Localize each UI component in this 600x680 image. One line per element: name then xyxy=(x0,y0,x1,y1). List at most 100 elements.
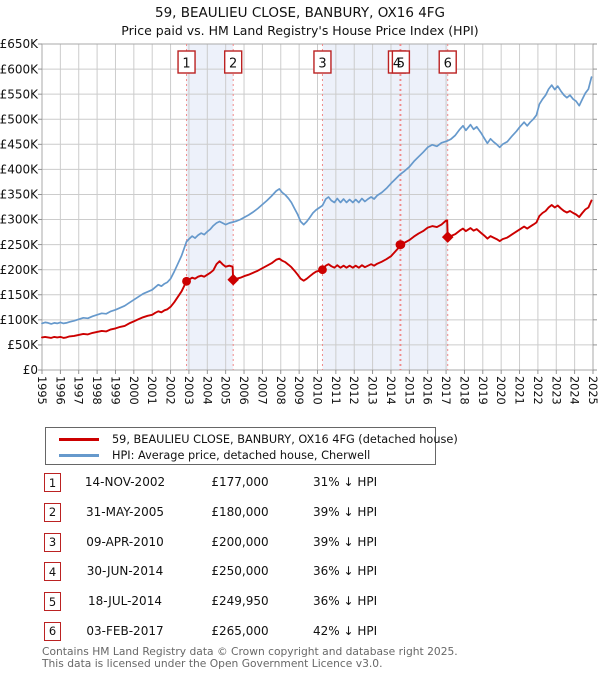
svg-text:1: 1 xyxy=(182,57,190,72)
sale-row: 3 09-APR-2010 £200,000 39% ↓ HPI xyxy=(44,531,464,561)
x-tick-label: 2002 xyxy=(164,376,177,405)
x-tick-label: 2015 xyxy=(402,376,415,405)
sale-date: 09-APR-2010 xyxy=(86,534,164,549)
axis-ticks xyxy=(38,43,597,374)
sale-number-badge: 2 xyxy=(44,502,61,522)
sale-price: £177,000 xyxy=(211,475,269,489)
x-tick-label: 2023 xyxy=(549,376,562,405)
sale-number-badge: 4 xyxy=(44,562,61,582)
x-tick-label: 1995 xyxy=(35,376,48,405)
price-paid-line xyxy=(41,199,593,339)
sale-date: 18-JUL-2014 xyxy=(88,594,162,609)
x-tick-label: 2006 xyxy=(237,376,250,405)
sale-vs-hpi: 42% ↓ HPI xyxy=(313,623,378,638)
hpi-line xyxy=(41,76,593,325)
x-tick-label: 2016 xyxy=(421,376,434,405)
sale-number-badge: 1 xyxy=(44,473,61,492)
x-tick-label: 2009 xyxy=(292,376,305,405)
y-tick-label: £350K xyxy=(0,188,39,202)
x-tick-label: 2018 xyxy=(457,376,470,405)
legend-row-hpi: HPI: Average price, detached house, Cher… xyxy=(46,447,435,463)
x-tick-label: 2001 xyxy=(145,376,158,405)
x-tick-label: 2008 xyxy=(274,376,287,405)
x-tick-label: 1999 xyxy=(108,376,121,405)
x-tick-label: 1998 xyxy=(90,376,103,405)
y-tick-label: £150K xyxy=(0,288,39,302)
sale-row: 1 14-NOV-2002 £177,000 31% ↓ HPI xyxy=(44,471,464,501)
svg-text:4: 4 xyxy=(393,57,401,72)
x-tick-label: 2004 xyxy=(200,376,213,405)
sale-price: £249,950 xyxy=(211,594,269,609)
sale-number-badge: 3 xyxy=(44,532,61,552)
y-tick-label: £400K xyxy=(0,163,39,177)
sale-points xyxy=(182,231,454,286)
svg-text:5: 5 xyxy=(397,57,405,72)
x-tick-label: 2000 xyxy=(127,376,140,405)
x-tick-label: 2025 xyxy=(586,376,599,405)
sale-vs-hpi: 31% ↓ HPI xyxy=(313,475,378,489)
sale-date: 30-JUN-2014 xyxy=(86,564,164,579)
x-tick-label: 2021 xyxy=(513,376,526,405)
y-tick-label: £200K xyxy=(0,263,39,277)
sale-vs-hpi: 36% ↓ HPI xyxy=(313,564,378,579)
sale-price: £250,000 xyxy=(211,564,269,579)
svg-text:3: 3 xyxy=(318,57,326,72)
x-tick-label: 2007 xyxy=(255,376,268,405)
x-tick-label: 2005 xyxy=(219,376,232,405)
sale-row: 2 31-MAY-2005 £180,000 39% ↓ HPI xyxy=(44,501,464,531)
sale-date: 31-MAY-2005 xyxy=(85,504,164,519)
sale-vs-hpi: 39% ↓ HPI xyxy=(313,534,378,549)
footer-line-2: This data is licensed under the Open Gov… xyxy=(42,657,383,671)
x-tick-label: 1997 xyxy=(72,376,85,405)
sale-event-badges xyxy=(177,50,457,74)
x-tick-label: 2022 xyxy=(531,376,544,405)
x-tick-label: 2010 xyxy=(311,376,324,405)
x-tick-label: 1996 xyxy=(53,376,66,405)
sale-row: 4 30-JUN-2014 £250,000 36% ↓ HPI xyxy=(44,560,464,590)
y-tick-label: £500K xyxy=(0,112,39,126)
y-tick-label: £550K xyxy=(0,87,39,101)
footer-license: Contains HM Land Registry data © Crown c… xyxy=(42,645,458,671)
x-tick-label: 2011 xyxy=(329,376,342,405)
price-line-sample-icon xyxy=(59,437,99,441)
gridlines xyxy=(41,43,594,371)
sale-number-badge: 6 xyxy=(44,621,61,641)
y-tick-label: £600K xyxy=(0,62,39,76)
sale-date: 03-FEB-2017 xyxy=(86,623,164,638)
hpi-line-sample-icon xyxy=(59,453,99,457)
sale-row: 6 03-FEB-2017 £265,000 42% ↓ HPI xyxy=(44,620,464,650)
sale-number-badge: 5 xyxy=(44,592,61,612)
sale-price: £265,000 xyxy=(211,623,269,638)
x-tick-label: 2020 xyxy=(494,376,507,405)
chart-legend: 59, BEAULIEU CLOSE, BANBURY, OX16 4FG (d… xyxy=(45,427,458,465)
legend-label-hpi: HPI: Average price, detached house, Cher… xyxy=(112,448,371,462)
sales-table: 1 14-NOV-2002 £177,000 31% ↓ HPI 2 31-MAY-200… xyxy=(44,471,464,650)
page-subtitle: Price paid vs. HM Land Registry's House … xyxy=(121,23,479,38)
legend-row-price: 59, BEAULIEU CLOSE, BANBURY, OX16 4FG (d… xyxy=(46,431,458,447)
footer-line-1: Contains HM Land Registry data © Crown c… xyxy=(42,645,458,658)
sale-vs-hpi: 36% ↓ HPI xyxy=(313,594,378,609)
sale-vs-hpi: 39% ↓ HPI xyxy=(313,504,378,519)
x-tick-label: 2014 xyxy=(384,376,397,405)
y-tick-label: £450K xyxy=(0,138,39,152)
x-tick-label: 2017 xyxy=(439,376,452,405)
legend-label-price: 59, BEAULIEU CLOSE, BANBURY, OX16 4FG (d… xyxy=(112,432,458,446)
price-chart: 1995 1996 1997 1998 1999 2000 2001 2002 2003 2004… xyxy=(0,37,599,405)
y-tick-label: £50K xyxy=(7,338,39,352)
x-tick-label: 2013 xyxy=(366,376,379,405)
page-title: 59, BEAULIEU CLOSE, BANBURY, OX16 4FG xyxy=(154,5,446,21)
sale-price: £200,000 xyxy=(211,534,269,549)
x-tick-label: 2024 xyxy=(568,376,581,405)
x-tick-label: 2003 xyxy=(182,376,195,405)
sale-date: 14-NOV-2002 xyxy=(84,475,166,489)
x-tick-label: 2012 xyxy=(347,376,360,405)
x-tick-label: 2019 xyxy=(476,376,489,405)
y-tick-label: £650K xyxy=(0,37,39,51)
sale-row: 5 18-JUL-2014 £249,950 36% ↓ HPI xyxy=(44,590,464,620)
svg-text:6: 6 xyxy=(444,57,452,72)
sale-event-lines xyxy=(186,44,449,370)
sale-price: £180,000 xyxy=(211,504,269,519)
y-tick-label: £100K xyxy=(0,313,39,327)
y-tick-label: £250K xyxy=(0,238,39,252)
y-tick-label: £300K xyxy=(0,213,39,227)
